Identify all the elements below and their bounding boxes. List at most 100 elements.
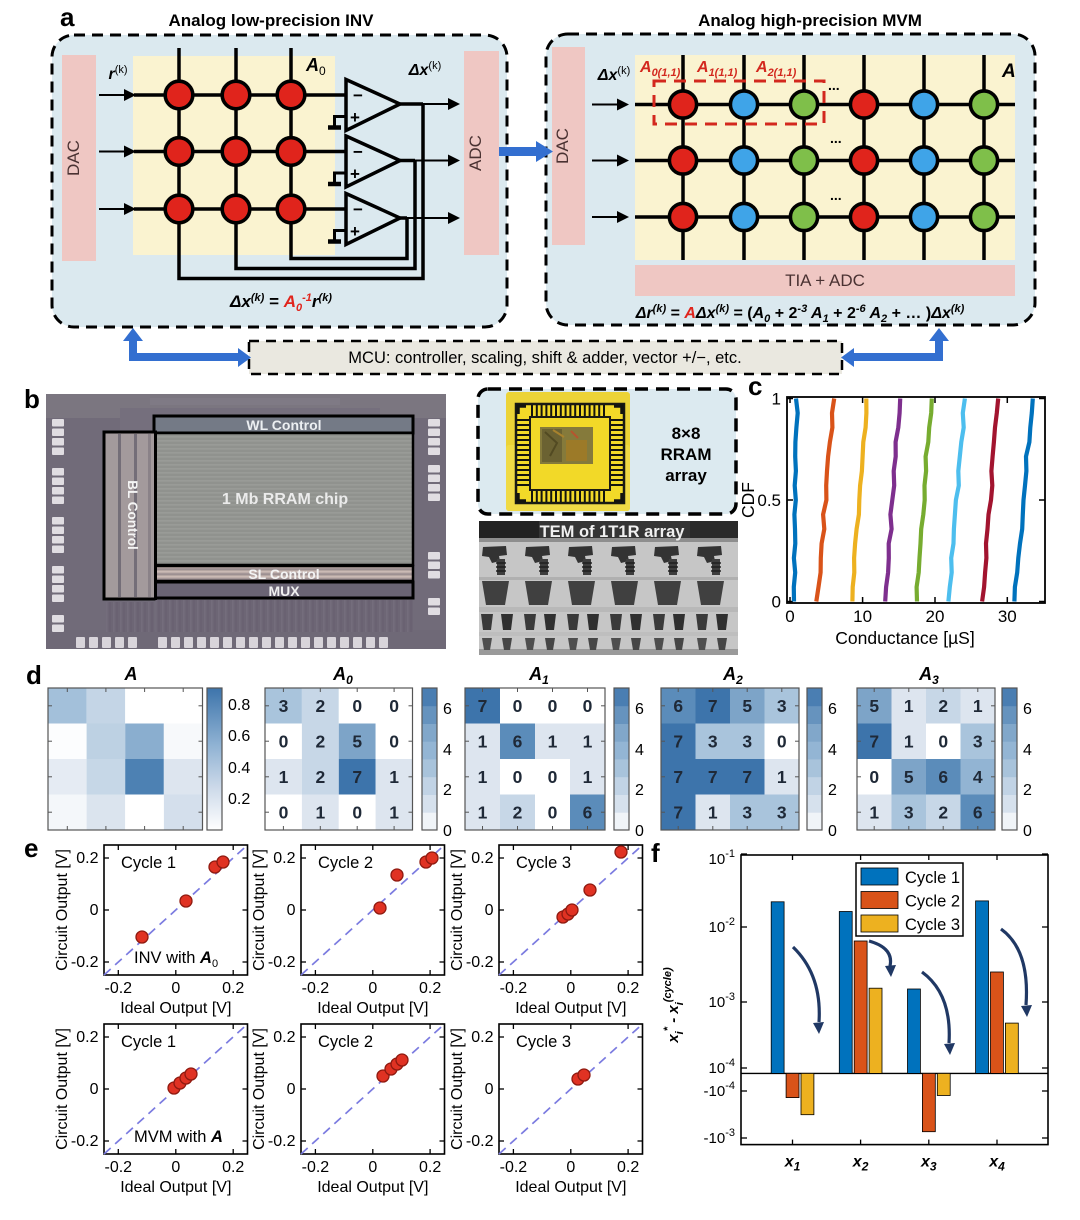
svg-text:2: 2 xyxy=(635,782,644,799)
svg-text:1: 1 xyxy=(478,731,488,751)
svg-text:3: 3 xyxy=(742,731,752,751)
svg-text:0: 0 xyxy=(287,902,296,919)
svg-text:1: 1 xyxy=(777,767,787,787)
svg-text:4: 4 xyxy=(973,767,983,787)
svg-text:0: 0 xyxy=(443,823,452,840)
svg-text:Circuit Output [V]: Circuit Output [V] xyxy=(54,849,71,971)
svg-text:0: 0 xyxy=(566,980,575,997)
svg-text:MCU: controller, scaling, shif: MCU: controller, scaling, shift & adder,… xyxy=(348,349,741,367)
svg-text:0.2: 0.2 xyxy=(617,980,639,997)
svg-text:Ideal Output [V]: Ideal Output [V] xyxy=(317,1179,428,1196)
svg-text:-0.2: -0.2 xyxy=(268,954,296,971)
svg-text:10-4: 10-4 xyxy=(709,1057,735,1077)
svg-text:-0.2: -0.2 xyxy=(105,980,133,997)
svg-text:6: 6 xyxy=(673,696,683,716)
svg-text:0.2: 0.2 xyxy=(419,980,441,997)
svg-text:1: 1 xyxy=(389,802,399,822)
svg-text:x3: x3 xyxy=(920,1154,937,1174)
svg-text:0.2: 0.2 xyxy=(273,850,295,867)
svg-text:0: 0 xyxy=(777,731,787,751)
svg-text:1: 1 xyxy=(279,767,289,787)
svg-text:Cycle 3: Cycle 3 xyxy=(516,1033,571,1051)
svg-text:r(k): r(k) xyxy=(108,64,127,83)
svg-text:0: 0 xyxy=(548,696,558,716)
svg-text:1: 1 xyxy=(904,696,914,716)
svg-text:0.6: 0.6 xyxy=(228,728,250,745)
svg-text:A1: A1 xyxy=(528,664,549,687)
svg-text:5: 5 xyxy=(352,731,362,751)
svg-text:Analog low-precision INV: Analog low-precision INV xyxy=(169,11,375,30)
svg-text:−: − xyxy=(353,143,363,162)
svg-text:A: A xyxy=(124,664,138,684)
svg-text:...: ... xyxy=(830,187,842,203)
svg-text:a: a xyxy=(60,2,75,32)
svg-text:Cycle 1: Cycle 1 xyxy=(121,1033,176,1051)
svg-text:0: 0 xyxy=(279,802,289,822)
svg-text:-0.2: -0.2 xyxy=(302,980,330,997)
svg-text:0: 0 xyxy=(485,1081,494,1098)
svg-text:3: 3 xyxy=(904,802,914,822)
svg-text:20: 20 xyxy=(926,607,945,626)
svg-text:1: 1 xyxy=(548,731,558,751)
svg-text:0.2: 0.2 xyxy=(471,1029,493,1046)
svg-text:xi* - xi(cycle): xi* - xi(cycle) xyxy=(662,967,686,1044)
svg-text:0: 0 xyxy=(171,1159,180,1176)
svg-text:Cycle 1: Cycle 1 xyxy=(905,869,960,887)
svg-text:1: 1 xyxy=(583,731,593,751)
svg-text:2: 2 xyxy=(513,802,523,822)
svg-text:1: 1 xyxy=(478,767,488,787)
svg-text:0: 0 xyxy=(785,607,794,626)
svg-text:3: 3 xyxy=(777,696,787,716)
svg-text:1: 1 xyxy=(904,731,914,751)
svg-text:0: 0 xyxy=(548,767,558,787)
svg-text:1: 1 xyxy=(315,802,325,822)
svg-text:-0.2: -0.2 xyxy=(466,1133,494,1150)
svg-text:Circuit Output [V]: Circuit Output [V] xyxy=(54,1028,71,1150)
svg-text:0: 0 xyxy=(513,696,523,716)
svg-text:A0: A0 xyxy=(332,664,353,687)
svg-text:2: 2 xyxy=(828,782,837,799)
svg-text:0: 0 xyxy=(389,731,399,751)
svg-text:1: 1 xyxy=(973,696,983,716)
svg-text:10-1: 10-1 xyxy=(709,848,735,868)
svg-text:-0.2: -0.2 xyxy=(302,1159,330,1176)
svg-text:1: 1 xyxy=(389,767,399,787)
svg-text:1 Mb RRAM chip: 1 Mb RRAM chip xyxy=(222,491,348,508)
svg-text:7: 7 xyxy=(673,731,683,751)
svg-text:Analog high-precision MVM: Analog high-precision MVM xyxy=(698,11,922,30)
svg-text:1: 1 xyxy=(478,802,488,822)
svg-text:0.2: 0.2 xyxy=(222,1159,244,1176)
svg-text:0: 0 xyxy=(635,823,644,840)
svg-text:−: − xyxy=(353,86,363,105)
svg-text:4: 4 xyxy=(443,742,452,759)
svg-text:6: 6 xyxy=(583,802,593,822)
svg-text:2: 2 xyxy=(443,782,452,799)
svg-text:...: ... xyxy=(830,130,842,146)
svg-text:-10-4: -10-4 xyxy=(704,1080,735,1100)
svg-text:A3: A3 xyxy=(918,664,939,687)
svg-text:7: 7 xyxy=(478,696,488,716)
svg-text:8×8: 8×8 xyxy=(672,424,701,443)
svg-text:Conductance [µS]: Conductance [µS] xyxy=(835,628,974,648)
svg-text:0.2: 0.2 xyxy=(471,850,493,867)
svg-text:3: 3 xyxy=(742,802,752,822)
svg-text:0.5: 0.5 xyxy=(757,491,781,510)
svg-text:2: 2 xyxy=(1023,782,1032,799)
svg-text:0: 0 xyxy=(772,593,781,612)
svg-text:f: f xyxy=(651,838,660,868)
svg-text:TEM of 1T1R array: TEM of 1T1R array xyxy=(540,523,686,541)
svg-text:0.2: 0.2 xyxy=(228,791,250,808)
svg-text:3: 3 xyxy=(777,802,787,822)
svg-text:0.2: 0.2 xyxy=(617,1159,639,1176)
svg-text:RRAM: RRAM xyxy=(661,445,712,464)
svg-text:DAC: DAC xyxy=(64,140,83,176)
svg-text:2: 2 xyxy=(938,802,948,822)
svg-text:x4: x4 xyxy=(988,1154,1005,1174)
svg-text:-0.2: -0.2 xyxy=(268,1133,296,1150)
svg-text:2: 2 xyxy=(315,731,325,751)
svg-text:6: 6 xyxy=(828,701,837,718)
svg-text:0: 0 xyxy=(869,767,879,787)
svg-text:Circuit Output [V]: Circuit Output [V] xyxy=(251,849,268,971)
svg-text:3: 3 xyxy=(973,731,983,751)
svg-text:CDF: CDF xyxy=(738,482,758,518)
